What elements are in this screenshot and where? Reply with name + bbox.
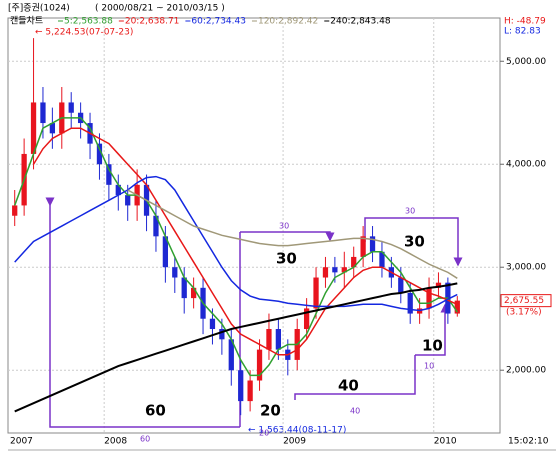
candle-body [219,329,225,340]
low-label: L: 82.83 [504,27,541,37]
max-annotation: ← 5,224.53(07-07-23) [35,28,133,38]
wave-count: 20 [260,402,281,420]
wave-length: 40 [350,407,360,416]
high-label: H: -48.79 [504,17,546,27]
subtitle: ( 2000/08/21 ~ 2010/03/15 ) [95,4,225,14]
candle-body [162,236,169,268]
candle-body [256,349,263,381]
candle-body [426,287,432,309]
candle-body [209,318,216,330]
plot-frame [7,17,501,434]
candle-body [435,282,442,288]
candle-body [115,184,121,196]
candle-body [303,308,310,330]
candle-body [49,123,56,134]
min-annotation: ← 1,563.44(08-11-17) [248,426,346,436]
wave-line [294,355,416,400]
x-tick-label: 2010 [434,437,457,447]
title: [주]증권(1024) [8,2,70,14]
candle-body [238,370,244,402]
wave-line [415,303,450,356]
wave-length: 60 [140,435,150,444]
candle-body [360,236,366,257]
candle-body [398,277,404,293]
wave-line [45,197,240,428]
wave-count: 30 [404,233,425,251]
legend-entry: 240:2,843.48 [330,17,391,27]
candle-body [351,256,357,268]
moving-average-line [14,282,458,413]
legend-title: 캔들차트 [10,15,43,27]
candle-body [407,292,413,314]
legend-entry: 5:2,563.88 [64,17,113,27]
candle-body [228,339,234,371]
candle-body [247,380,253,402]
wave-length: 10 [424,362,434,371]
candle-body [40,102,46,124]
wave-count: 30 [276,250,297,268]
candle-body [332,267,338,273]
y-tick-label: 5,000.00 [506,57,546,67]
wave-count: 10 [422,337,443,355]
candle-body [341,267,347,273]
candle-body [96,143,103,165]
candle-body [68,102,74,113]
last-price-box [500,294,552,308]
candle-body [153,215,159,237]
candle-body [379,251,385,268]
moving-average-line [127,189,458,279]
moving-average-line [14,175,458,312]
wave-count: 60 [145,402,166,420]
x-tick-label: 2009 [283,437,306,447]
x-tick-label: 2007 [10,437,33,447]
candle-body [181,277,187,299]
candle-body [275,329,282,350]
change-label: (3.17%) [506,308,542,318]
wave-length: 30 [405,207,415,216]
legend-entry: 120:2,892.42 [258,17,318,27]
legend-entry: 60:2,734.43 [191,17,246,27]
candle-body [454,300,460,314]
legend-entry: 20:2,638.71 [125,17,180,27]
candle-body [125,195,131,206]
y-tick-label: 3,000.00 [506,263,546,273]
wave-line [240,231,335,242]
y-tick-label: 4,000.00 [506,160,546,170]
time-label: 15:02:10 [508,437,549,447]
last-price-label: 2,675.55 [504,296,544,306]
candle-body [190,287,197,299]
wave-count: 40 [338,377,359,395]
moving-average-line [32,127,458,356]
x-tick-label: 2008 [104,437,127,447]
candle-body [322,267,329,278]
candle-body [172,267,178,278]
candle-body [106,164,112,185]
wave-length: 20 [259,429,269,438]
candle-body [369,236,376,252]
wave-length: 30 [279,222,289,231]
wave-line [364,217,463,267]
candle-body [313,277,319,309]
candle-body [266,329,272,350]
candle-body [12,205,18,216]
moving-average-line [14,117,458,377]
y-tick-label: 2,000.00 [506,366,546,376]
candle-body [30,102,37,154]
